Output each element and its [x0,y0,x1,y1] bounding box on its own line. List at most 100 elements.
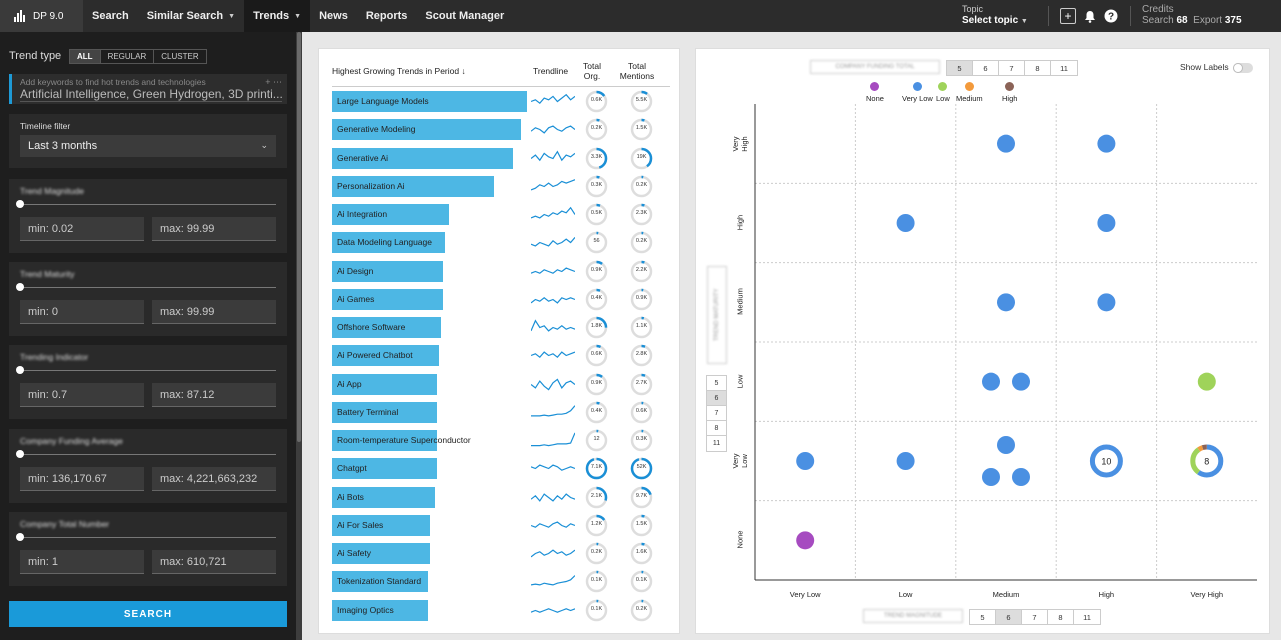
trend-point[interactable] [896,452,915,470]
bucket-option-7[interactable]: 7 [707,406,726,421]
bucket-option-8[interactable]: 8 [1025,61,1051,75]
bucket-option-8[interactable]: 8 [707,421,726,436]
trend-point[interactable] [997,436,1015,454]
trend-row[interactable]: Ai App 0.9K 2.7K [332,373,662,395]
trend-row[interactable]: Generative Modeling 0.2K 1.5K [332,119,662,141]
trend-row[interactable]: Ai Games 0.4K 0.9K [332,288,662,310]
timeline-select[interactable]: Last 3 months ⌄ [20,135,276,157]
bell-icon[interactable] [1082,8,1098,24]
trend-row[interactable]: Generative Ai 3.3K 19K [332,147,662,170]
add-icon[interactable]: + [1060,8,1076,24]
min-input[interactable]: min: 0.02 [20,217,144,241]
bucket-option-7[interactable]: 7 [1022,610,1048,624]
bucket-option-11[interactable]: 11 [1083,612,1091,622]
nav-item-similar-search[interactable]: Similar Search ▼ [138,0,244,32]
size-metric-selector[interactable]: COMPANY FUNDING TOTAL [810,60,940,74]
range-slider-handle[interactable] [16,450,24,458]
nav-item-search[interactable]: Search [83,0,138,32]
range-slider-handle[interactable] [16,283,24,291]
max-input[interactable]: max: 99.99 [152,217,276,241]
x-bucket-selector: 5 6 7 8 11 [969,609,1101,625]
range-slider-track[interactable] [20,537,276,538]
trend-row[interactable]: Ai Integration 0.5K 2.3K [332,203,662,226]
trend-row[interactable]: Ai Powered Chatbot 0.6K 2.8K [332,345,662,367]
trend-row[interactable]: Battery Terminal 0.4K 0.6K [332,401,662,423]
trend-point[interactable] [1097,134,1116,153]
more-icon[interactable]: + ⋯ [265,77,282,87]
list-header-title[interactable]: Highest Growing Trends in Period ↓ [332,66,466,76]
trend-point[interactable] [796,531,815,550]
trend-row[interactable]: Imaging Optics 0.1K 0.2K [332,599,662,621]
nav-item-news[interactable]: News [310,0,357,32]
cluster-point[interactable]: 10 [1088,443,1125,479]
bucket-option-7[interactable]: 7 [999,61,1025,75]
sidebar-scroll-thumb[interactable] [297,32,301,442]
trend-point[interactable] [896,214,915,232]
nav-item-reports[interactable]: Reports [357,0,417,32]
trend-type-all[interactable]: ALL [70,50,101,63]
show-labels-toggle[interactable] [1233,63,1253,73]
trend-row[interactable]: Offshore Software 1.8K 1.1K [332,316,662,339]
trend-point[interactable] [1012,372,1030,391]
trend-row[interactable]: Ai Design 0.9K 2.2K [332,260,662,282]
trend-row[interactable]: Ai For Sales 1.2K 1.5K [332,514,662,536]
min-input[interactable]: min: 1 [20,550,144,574]
trend-point[interactable] [997,134,1015,153]
trend-point[interactable] [1097,293,1116,312]
bucket-option-5[interactable]: 5 [707,376,726,391]
range-slider-handle[interactable] [16,366,24,374]
range-slider-track[interactable] [20,204,276,205]
trend-type-cluster[interactable]: CLUSTER [161,52,199,61]
mentions-gauge-value: 0.6K [635,407,648,414]
trend-point[interactable] [982,372,1000,391]
range-slider-handle[interactable] [16,533,24,541]
range-slider-track[interactable] [20,287,276,288]
min-input[interactable]: min: 0 [20,300,144,324]
max-input[interactable]: max: 610,721 [152,550,276,574]
help-icon[interactable]: ? [1103,8,1119,24]
trend-point[interactable] [1097,214,1116,232]
trend-row[interactable]: Ai Safety 0.2K 1.6K [332,542,662,565]
range-slider-track[interactable] [20,370,276,371]
min-input[interactable]: min: 0.7 [20,383,144,407]
bucket-option-5[interactable]: 5 [970,610,996,624]
trend-point[interactable] [982,468,1000,486]
trend-point[interactable] [997,293,1015,312]
trend-point[interactable] [1012,468,1030,486]
nav-item-trends[interactable]: Trends ▼ [244,0,311,32]
nav-item-scout-manager[interactable]: Scout Manager [416,0,513,32]
bucket-option-11[interactable]: 11 [712,440,721,447]
mentions-gauge: 52K [630,457,653,480]
bucket-option-8[interactable]: 8 [1048,610,1074,624]
min-input[interactable]: min: 136,170.67 [20,467,144,491]
max-input[interactable]: max: 87.12 [152,383,276,407]
range-slider-handle[interactable] [16,200,24,208]
trend-row[interactable]: Data Modeling Language 56 0.2K [332,232,662,254]
trend-point[interactable] [1197,372,1216,391]
cluster-point[interactable]: 8 [1188,443,1225,479]
trend-row[interactable]: Tokenization Standard 0.1K 0.1K [332,571,662,593]
org-gauge: 3.3K [585,147,608,170]
bucket-option-6[interactable]: 6 [996,610,1022,624]
trend-row[interactable]: Chatgpt 7.1K 52K [332,457,662,480]
max-input[interactable]: max: 4,221,663,232 [152,467,276,491]
x-metric-selector[interactable]: TREND MAGNITUDE [863,609,963,623]
trend-row[interactable]: Personalization Ai 0.3K 0.2K [332,175,662,197]
trend-row[interactable]: Room-temperature Superconductor 12 0.3K [332,429,662,452]
bucket-option-6[interactable]: 6 [973,61,999,75]
trend-type-regular[interactable]: REGULAR [101,50,155,63]
trend-row[interactable]: Ai Bots 2.1K 9.7K [332,486,662,508]
search-button[interactable]: SEARCH [9,601,287,627]
trend-name: Ai Design [337,265,374,276]
bucket-option-11[interactable]: 11 [1060,63,1068,73]
keywords-input[interactable]: Add keywords to find hot trends and tech… [9,74,287,104]
app-logo[interactable]: DP 9.0 [0,0,83,32]
x-tick-label: Very High [1190,590,1224,599]
bucket-option-6[interactable]: 6 [707,391,726,406]
trend-point[interactable] [796,452,815,470]
trend-row[interactable]: Large Language Models 0.6K 5.5K [332,90,662,113]
topic-selector[interactable]: Topic Select topic ▼ [962,4,1028,27]
bucket-option-5[interactable]: 5 [947,61,973,75]
max-input[interactable]: max: 99.99 [152,300,276,324]
range-slider-track[interactable] [20,454,276,455]
